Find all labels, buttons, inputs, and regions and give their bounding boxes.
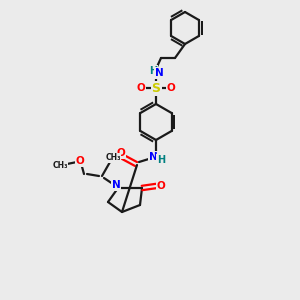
Text: O: O xyxy=(76,156,84,166)
Text: O: O xyxy=(167,83,176,93)
Text: O: O xyxy=(136,83,146,93)
Text: O: O xyxy=(117,148,125,158)
Text: CH₃: CH₃ xyxy=(52,160,68,169)
Text: N: N xyxy=(148,152,158,162)
Text: N: N xyxy=(112,180,120,190)
Text: H: H xyxy=(149,66,157,76)
Text: CH₃: CH₃ xyxy=(105,154,121,163)
Text: S: S xyxy=(152,82,160,94)
Text: O: O xyxy=(157,181,165,191)
Text: N: N xyxy=(154,68,164,78)
Text: H: H xyxy=(157,155,165,165)
